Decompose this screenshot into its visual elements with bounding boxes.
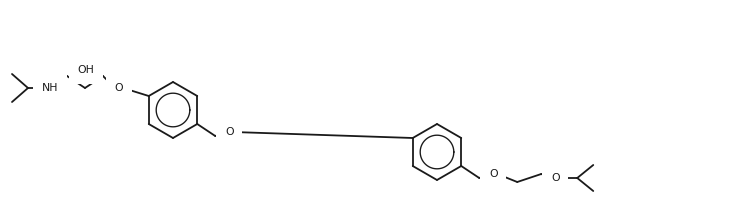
Text: OH: OH bbox=[77, 65, 94, 75]
Text: O: O bbox=[225, 127, 234, 137]
Text: O: O bbox=[551, 173, 560, 183]
Text: O: O bbox=[489, 169, 498, 179]
Text: NH: NH bbox=[42, 83, 58, 93]
Text: O: O bbox=[115, 83, 123, 93]
